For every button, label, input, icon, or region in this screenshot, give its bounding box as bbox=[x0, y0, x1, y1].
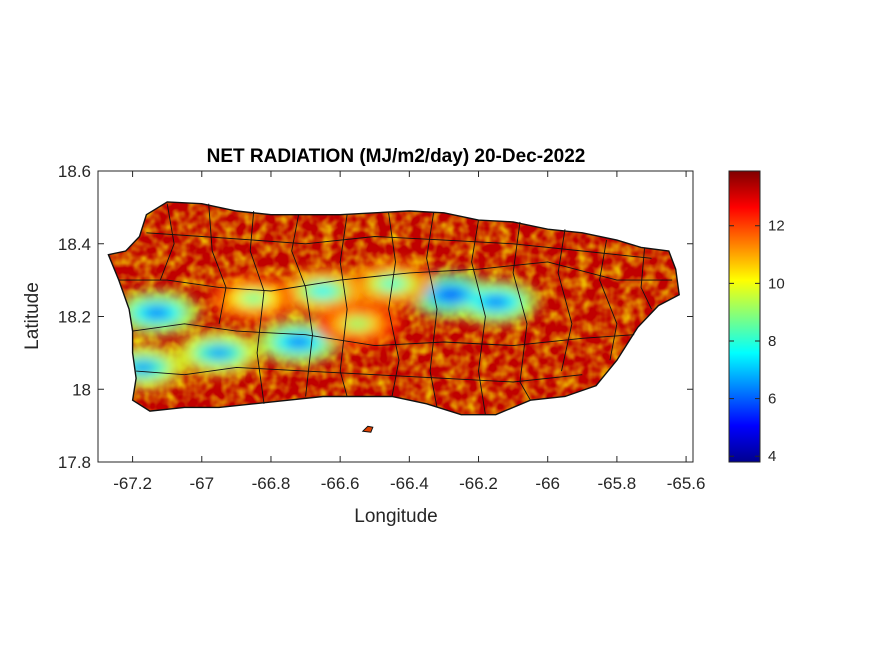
plot-area bbox=[97, 170, 694, 463]
x-tick-label: -66.2 bbox=[459, 474, 498, 493]
x-tick-label: -66 bbox=[535, 474, 560, 493]
x-tick-label: -67.2 bbox=[113, 474, 152, 493]
municipality-border bbox=[512, 221, 531, 401]
municipality-border bbox=[249, 210, 265, 404]
municipality-border bbox=[118, 261, 673, 292]
colorbar: 4 6 8 10 12 bbox=[728, 170, 785, 465]
municipality-border bbox=[339, 214, 348, 397]
caja-de-muertos-outline bbox=[361, 425, 374, 433]
zone-core bbox=[284, 335, 313, 348]
zone-core bbox=[481, 295, 510, 308]
colorbar-tick-label: 4 bbox=[768, 448, 776, 465]
island-outline bbox=[107, 201, 680, 416]
municipality-border bbox=[132, 323, 635, 347]
zone-core bbox=[308, 285, 337, 298]
y-tick-label: 18.6 bbox=[58, 162, 91, 181]
zone-core bbox=[205, 346, 234, 359]
colorbar-tick-label: 12 bbox=[768, 218, 785, 235]
zone-core bbox=[128, 361, 157, 374]
zone-core bbox=[239, 292, 268, 305]
x-tick-label: -66.6 bbox=[321, 474, 360, 493]
x-axis-label: Longitude bbox=[354, 506, 437, 527]
chart-title: NET RADIATION (MJ/m2/day) 20-Dec-2022 bbox=[207, 146, 586, 167]
x-tick-label: -66.8 bbox=[252, 474, 291, 493]
colorbar-ticks: 4 6 8 10 12 bbox=[729, 218, 785, 465]
municipality-border bbox=[159, 203, 175, 281]
zone-core bbox=[436, 288, 465, 301]
colorbar-gradient bbox=[728, 170, 761, 463]
x-tick-label: -67 bbox=[189, 474, 214, 493]
zone-core bbox=[142, 306, 171, 319]
municipality-border bbox=[388, 212, 400, 397]
municipality-border bbox=[208, 203, 227, 324]
municipality-border bbox=[557, 229, 573, 372]
x-tick-label: -66.4 bbox=[390, 474, 429, 493]
municipality-border bbox=[291, 214, 313, 397]
zone-core bbox=[343, 317, 372, 330]
x-tick-label: -65.6 bbox=[667, 474, 706, 493]
y-tick-label: 18 bbox=[72, 380, 91, 399]
municipality-border bbox=[471, 220, 486, 415]
y-tick-label: 17.8 bbox=[58, 453, 91, 472]
y-tick-label: 18.2 bbox=[58, 308, 91, 327]
municipality-borders bbox=[118, 203, 673, 415]
colorbar-tick-label: 8 bbox=[768, 333, 776, 350]
y-tick-label: 18.4 bbox=[58, 235, 91, 254]
municipality-border bbox=[136, 366, 583, 383]
municipality-border bbox=[640, 247, 652, 310]
colorbar-tick-label: 10 bbox=[768, 275, 785, 292]
x-axis: -67.2 -67 -66.8 -66.6 -66.4 -66.2 -66 -65.8 -65.… bbox=[113, 171, 705, 493]
municipality-border bbox=[426, 212, 438, 408]
y-axis: 17.8 18 18.2 18.4 18.6 bbox=[58, 162, 693, 472]
municipality-border bbox=[599, 240, 618, 361]
y-axis-label: Latitude bbox=[22, 282, 43, 350]
municipality-border bbox=[146, 232, 652, 259]
x-tick-label: -65.8 bbox=[598, 474, 637, 493]
colorbar-tick-label: 6 bbox=[768, 391, 776, 408]
